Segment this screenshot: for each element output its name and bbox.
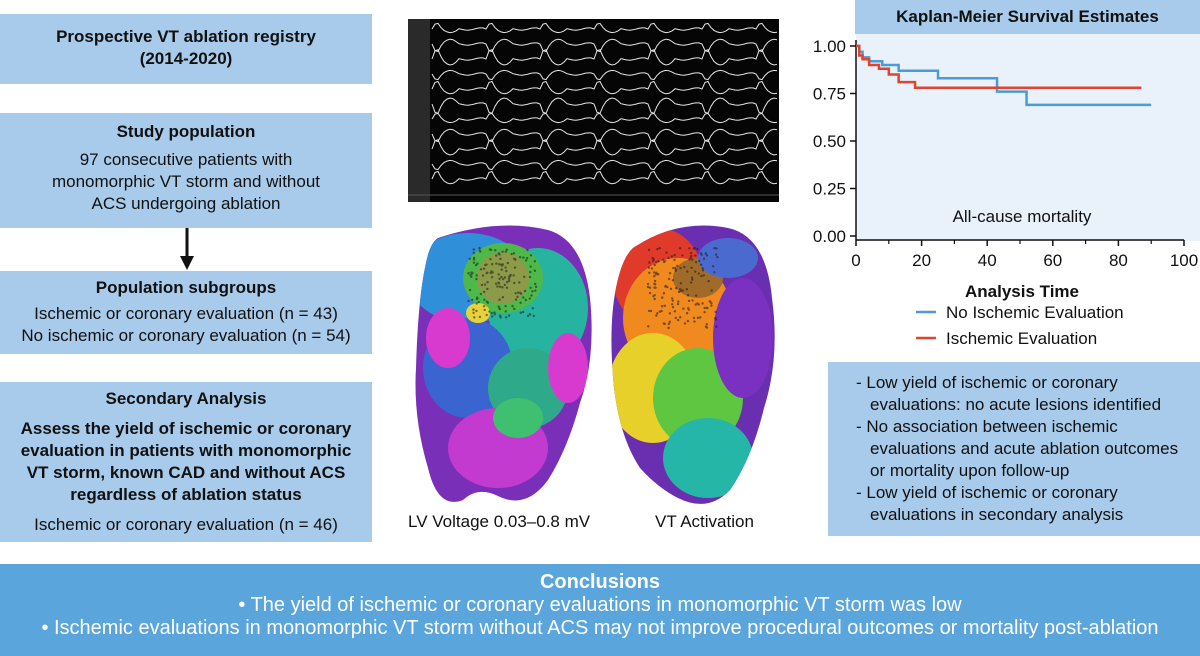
x-tick-label: 60 — [1043, 251, 1062, 270]
legend-label: Ischemic Evaluation — [946, 329, 1097, 348]
study-population-text: 97 consecutive patients with monomorphic… — [51, 150, 321, 213]
legend-label: No Ischemic Evaluation — [946, 303, 1124, 322]
activation-map-caption: VT Activation — [655, 512, 754, 531]
ecg-lead-trace — [431, 49, 778, 66]
ecg-tracing-image — [408, 19, 779, 202]
ecg-lead-trace — [431, 22, 778, 34]
km-chart-title: Kaplan-Meier Survival Estimates — [855, 0, 1200, 34]
secondary-n: Ischemic or coronary evaluation (n = 46) — [34, 515, 338, 534]
ecg-lead-trace — [431, 112, 778, 124]
key-findings-box: Low yield of ischemic or coronary evalua… — [828, 362, 1200, 536]
x-tick-label: 20 — [912, 251, 931, 270]
plot-area — [856, 34, 1200, 241]
secondary-description: Assess the yield of ischemic or coronary… — [20, 419, 352, 504]
registry-box: Prospective VT ablation registry (2014-2… — [0, 14, 372, 84]
registry-title: Prospective VT ablation registry — [56, 27, 316, 46]
subgroup-item: No ischemic or coronary evaluation (n = … — [21, 326, 351, 345]
ecg-lead-trace — [431, 69, 778, 81]
y-tick-label: 0.50 — [813, 132, 846, 151]
y-tick-label: 1.00 — [813, 37, 846, 56]
study-population-box: Study population 97 consecutive patients… — [0, 113, 372, 228]
voltage-map-caption: LV Voltage 0.03–0.8 mV — [408, 512, 591, 531]
ecg-lead-trace — [431, 139, 778, 156]
ecg-lead-trace — [431, 170, 778, 185]
km-series-line-0 — [856, 44, 1152, 107]
x-tick-label: 100 — [1170, 251, 1198, 270]
subgroups-title: Population subgroups — [95, 278, 277, 297]
finding-item: No association between ischemic evaluati… — [846, 416, 1188, 482]
conclusion-item: • The yield of ischemic or coronary eval… — [238, 594, 962, 616]
finding-item: Low yield of ischemic or coronary evalua… — [846, 372, 1188, 416]
lv-voltage-map — [415, 225, 592, 502]
km-x-axis-label: Analysis Time — [965, 282, 1079, 301]
ecg-lead-trace — [431, 159, 778, 171]
study-population-title: Study population — [116, 122, 256, 141]
electroanatomic-maps-image — [415, 225, 775, 504]
y-tick-label: 0.75 — [813, 85, 846, 104]
conclusions-title: Conclusions — [539, 571, 660, 593]
conclusion-item: • Ischemic evaluations in monomorphic VT… — [41, 617, 1159, 639]
subgroup-item: Ischemic or coronary evaluation (n = 43) — [34, 304, 338, 323]
y-tick-label: 0.25 — [813, 180, 846, 199]
x-tick-label: 0 — [851, 251, 860, 270]
km-annotation: All-cause mortality — [953, 207, 1092, 226]
down-arrow-icon — [180, 228, 194, 270]
population-subgroups-box: Population subgroups Ischemic or coronar… — [0, 271, 372, 354]
ecg-lead-trace — [431, 80, 778, 95]
registry-years: (2014-2020) — [139, 49, 233, 68]
conclusions-banner: Conclusions • The yield of ischemic or c… — [0, 564, 1200, 656]
km-series-line-1 — [856, 44, 1142, 90]
ecg-lead-trace — [431, 97, 778, 114]
x-tick-label: 40 — [978, 251, 997, 270]
vt-activation-map — [611, 225, 775, 504]
secondary-analysis-box: Secondary Analysis Assess the yield of i… — [0, 382, 372, 542]
finding-item: Low yield of ischemic or coronary evalua… — [846, 482, 1188, 526]
km-survival-chart: 0.00 0.25 0.50 0.75 1.00 0 20 40 60 80 100 All-ca… — [813, 34, 1200, 348]
secondary-title: Secondary Analysis — [105, 389, 267, 408]
x-tick-label: 80 — [1109, 251, 1128, 270]
y-tick-label: 0.00 — [813, 227, 846, 246]
